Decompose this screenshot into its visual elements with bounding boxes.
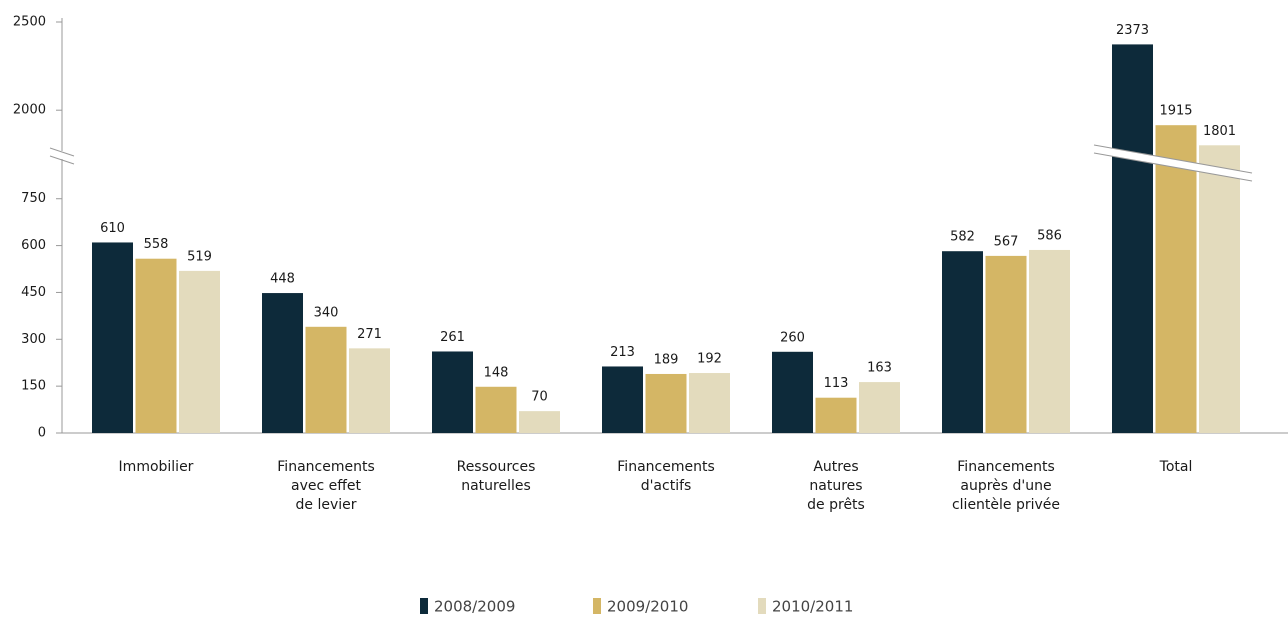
value-label: 271 bbox=[357, 327, 382, 342]
x-tick-label: Financements d'actifs bbox=[617, 459, 714, 494]
value-label: 1801 bbox=[1203, 124, 1236, 139]
value-label: 163 bbox=[867, 361, 892, 376]
bar bbox=[262, 293, 303, 433]
value-label: 213 bbox=[610, 345, 635, 360]
value-label: 192 bbox=[697, 352, 722, 367]
value-label: 189 bbox=[654, 352, 679, 367]
axis-break bbox=[49, 155, 75, 165]
legend-swatch bbox=[758, 598, 766, 614]
y-tick-label: 450 bbox=[21, 285, 46, 300]
axis-break-gap bbox=[1094, 145, 1252, 181]
bar bbox=[772, 351, 813, 433]
value-label: 586 bbox=[1037, 228, 1062, 243]
bar bbox=[475, 386, 517, 433]
value-label: 2373 bbox=[1116, 23, 1149, 38]
bar bbox=[92, 242, 133, 433]
value-label: 70 bbox=[531, 390, 548, 405]
y-tick-label: 0 bbox=[38, 426, 46, 441]
value-label: 558 bbox=[144, 237, 169, 252]
bar bbox=[985, 255, 1027, 433]
value-label: 261 bbox=[440, 330, 465, 345]
y-tick-label: 2000 bbox=[13, 103, 46, 118]
bar bbox=[135, 258, 177, 433]
x-tick-label: Financements avec effet de levier bbox=[277, 459, 374, 513]
bar bbox=[645, 373, 687, 433]
axis-break bbox=[49, 147, 75, 157]
axis-break bbox=[1093, 152, 1253, 182]
value-label: 340 bbox=[314, 305, 339, 320]
axis-break-gap bbox=[50, 151, 74, 159]
legend-swatch bbox=[420, 598, 428, 614]
value-label: 582 bbox=[950, 230, 975, 245]
bar bbox=[859, 382, 900, 433]
value-label: 448 bbox=[270, 272, 295, 287]
bar bbox=[1199, 145, 1240, 433]
legend-label: 2009/2010 bbox=[607, 598, 688, 616]
y-tick-label: 600 bbox=[21, 238, 46, 253]
legend-label: 2008/2009 bbox=[434, 598, 515, 616]
value-label: 260 bbox=[780, 330, 805, 345]
bar bbox=[1029, 249, 1070, 433]
x-tick-label: Total bbox=[1159, 459, 1193, 475]
value-label: 610 bbox=[100, 221, 125, 236]
x-tick-label: Ressources naturelles bbox=[457, 459, 536, 494]
bar bbox=[179, 270, 220, 433]
value-label: 567 bbox=[994, 234, 1019, 249]
value-label: 113 bbox=[824, 376, 849, 391]
y-tick-label: 750 bbox=[21, 191, 46, 206]
y-tick-label: 300 bbox=[21, 332, 46, 347]
bar bbox=[432, 351, 473, 433]
x-tick-label: Autres natures de prêts bbox=[807, 459, 865, 513]
bar bbox=[1155, 125, 1197, 433]
bar bbox=[689, 373, 730, 433]
y-tick-label: 2500 bbox=[13, 15, 46, 30]
bar bbox=[1112, 44, 1153, 433]
bar bbox=[519, 411, 560, 433]
bar bbox=[942, 251, 983, 433]
value-label: 519 bbox=[187, 249, 212, 264]
bar bbox=[815, 397, 857, 433]
bar bbox=[602, 366, 643, 433]
legend-swatch bbox=[593, 598, 601, 614]
value-label: 1915 bbox=[1159, 104, 1192, 119]
axis-break bbox=[1093, 144, 1253, 174]
value-label: 148 bbox=[484, 365, 509, 380]
legend-label: 2010/2011 bbox=[772, 598, 853, 616]
bar bbox=[349, 348, 390, 433]
y-tick-label: 150 bbox=[21, 379, 46, 394]
x-tick-label: Immobilier bbox=[119, 459, 194, 475]
bar bbox=[305, 326, 347, 433]
x-tick-label: Financements auprès d'une clientèle privée bbox=[952, 459, 1060, 513]
